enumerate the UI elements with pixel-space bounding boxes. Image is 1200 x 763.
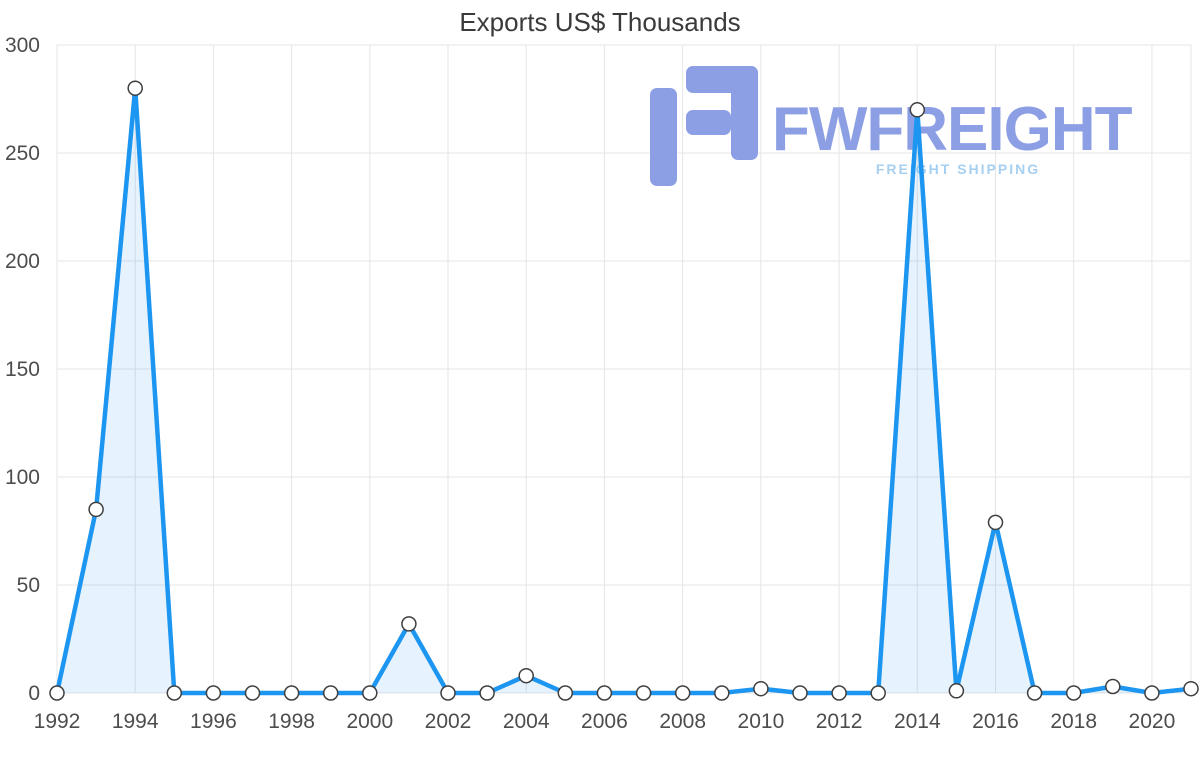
data-point-marker[interactable]	[753, 680, 769, 697]
watermark-tagline-text: FREIGHT SHIPPING	[876, 161, 1040, 177]
data-point-marker[interactable]	[166, 685, 183, 701]
data-point-marker[interactable]	[1183, 680, 1199, 697]
data-point-marker[interactable]	[909, 102, 926, 118]
brand-watermark: FWFREIGHT FREIGHT SHIPPING	[650, 66, 1134, 186]
y-tick-label: 250	[5, 142, 40, 165]
data-point-marker[interactable]	[49, 685, 65, 701]
x-tick-label: 2014	[894, 710, 941, 733]
y-tick-label: 100	[5, 466, 40, 489]
x-tick-label: 2018	[1050, 710, 1097, 733]
data-point-marker[interactable]	[88, 501, 104, 518]
data-point-marker[interactable]	[401, 616, 417, 632]
x-tick-label: 2016	[972, 710, 1019, 733]
series-area-fill	[57, 88, 1191, 693]
data-point-marker[interactable]	[518, 667, 534, 684]
data-point-marker[interactable]	[674, 685, 691, 701]
data-point-marker[interactable]	[948, 683, 965, 699]
data-point-marker[interactable]	[205, 685, 222, 701]
data-point-marker[interactable]	[714, 685, 730, 701]
data-point-marker[interactable]	[635, 685, 652, 701]
data-point-marker[interactable]	[127, 80, 143, 96]
data-point-marker[interactable]	[557, 685, 574, 701]
x-tick-label: 2012	[816, 710, 863, 733]
x-tick-label: 2020	[1129, 710, 1176, 733]
data-point-marker[interactable]	[440, 685, 456, 701]
data-point-marker[interactable]	[596, 685, 613, 701]
data-point-marker[interactable]	[362, 685, 378, 701]
data-point-marker[interactable]	[322, 685, 339, 701]
x-tick-label: 2002	[425, 710, 472, 733]
x-tick-label: 2006	[581, 710, 628, 733]
gridlines	[56, 44, 1192, 694]
data-point-marker[interactable]	[831, 685, 847, 701]
x-tick-label: 1994	[112, 710, 159, 733]
x-tick-label: 2008	[659, 710, 706, 733]
series-line	[54, 85, 1194, 696]
data-point-marker[interactable]	[244, 685, 261, 701]
data-point-marker[interactable]	[1144, 685, 1160, 701]
data-point-marker[interactable]	[987, 514, 1004, 531]
x-axis-tick-labels: 1992 1994 1996 1998 2000 2002 2004 2006 2008 2010…	[34, 710, 1176, 733]
data-point-markers	[49, 80, 1199, 701]
y-tick-label: 300	[5, 34, 40, 57]
x-tick-label: 1992	[34, 710, 81, 733]
fwfreight-logo-icon	[650, 66, 758, 186]
y-axis-tick-labels: 0 50 100 150 200 250 300	[5, 34, 40, 705]
y-tick-label: 150	[5, 358, 40, 381]
data-point-marker[interactable]	[1026, 685, 1043, 701]
chart-title: Exports US$ Thousands	[459, 7, 740, 37]
y-tick-label: 50	[17, 574, 40, 597]
y-tick-label: 200	[5, 250, 40, 273]
x-tick-label: 1998	[268, 710, 315, 733]
x-tick-label: 2000	[346, 710, 393, 733]
data-point-marker[interactable]	[1105, 678, 1121, 695]
series-polyline	[54, 85, 1194, 696]
watermark-brand-text: FWFREIGHT	[772, 95, 1133, 164]
y-tick-label: 0	[28, 682, 40, 705]
data-point-marker[interactable]	[1065, 685, 1082, 701]
data-point-marker[interactable]	[792, 685, 808, 701]
data-point-marker[interactable]	[283, 685, 300, 701]
x-tick-label: 2004	[503, 710, 550, 733]
x-tick-label: 2010	[738, 710, 785, 733]
series-area	[57, 88, 1191, 693]
data-point-marker[interactable]	[479, 685, 495, 701]
data-point-marker[interactable]	[870, 685, 886, 701]
x-tick-label: 1996	[190, 710, 237, 733]
